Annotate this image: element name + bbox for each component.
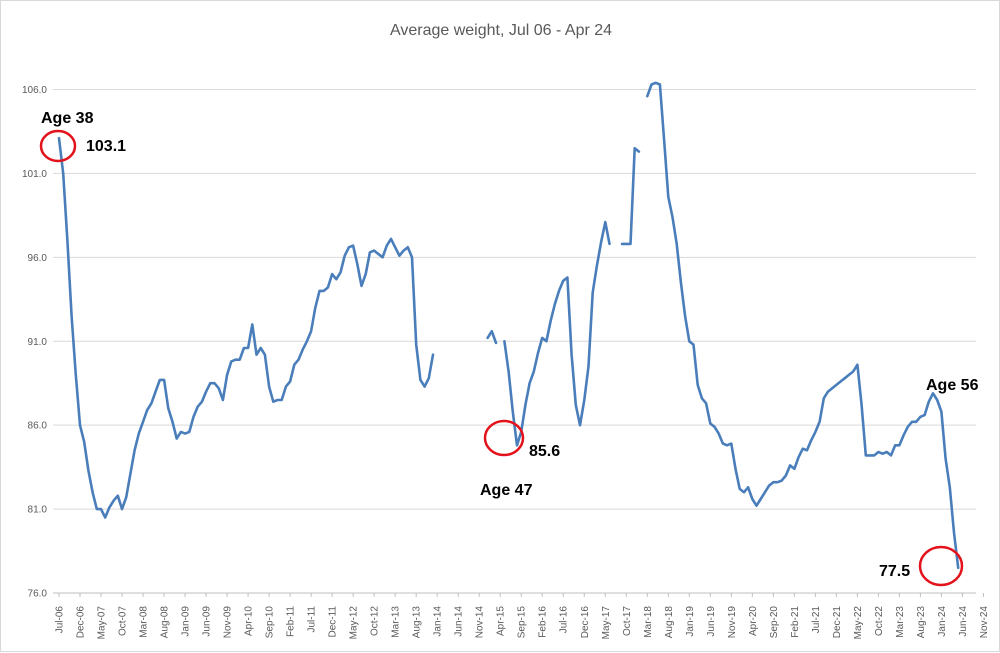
x-tick-label: Oct-17	[622, 606, 633, 636]
x-tick-label: Jan-19	[685, 606, 696, 637]
x-tick-label: Apr-20	[748, 606, 759, 636]
x-tick-label: Apr-15	[496, 606, 507, 636]
annotation-value-103: 103.1	[86, 138, 126, 155]
x-tick-label: Aug-18	[664, 606, 675, 639]
y-tick-label: 76.0	[28, 589, 48, 600]
x-tick-label: May-22	[853, 606, 864, 640]
x-tick-label: Feb-21	[790, 606, 801, 638]
x-tick-label: Aug-23	[916, 606, 927, 639]
annotation-age-47: Age 47	[480, 482, 533, 499]
x-axis: Jul-06 Dec-06 May-07 Oct-07 Mar-08 Aug-08 Jan-…	[55, 593, 990, 639]
weight-line-segment	[503, 220, 611, 447]
weight-series	[57, 81, 960, 570]
x-tick-label: Dec-16	[580, 606, 591, 639]
y-tick-label: 101.0	[22, 169, 47, 180]
x-tick-label: Mar-08	[139, 606, 150, 638]
x-tick-label: Sep-20	[769, 606, 780, 639]
weight-line-segment	[486, 329, 498, 345]
x-tick-label: May-12	[349, 606, 360, 640]
highlight-circle-age-38	[39, 129, 77, 163]
x-tick-label: Feb-11	[286, 606, 297, 637]
x-tick-label: Nov-09	[223, 606, 234, 639]
x-tick-label: Jul-06	[55, 606, 66, 634]
x-tick-label: Sep-15	[517, 606, 528, 639]
annotation-age-38: Age 38	[41, 110, 94, 127]
x-tick-label: Aug-08	[160, 606, 171, 639]
x-tick-label: Jun-14	[454, 606, 465, 637]
x-tick-label: Aug-13	[412, 606, 423, 639]
x-tick-label: Jan-09	[181, 606, 192, 637]
x-tick-label: Jun-24	[958, 606, 969, 637]
weight-line-segment	[620, 146, 641, 246]
x-tick-label: Nov-24	[979, 606, 990, 639]
weight-line-segment	[57, 136, 435, 519]
y-tick-label: 96.0	[28, 253, 48, 264]
x-tick-label: Jan-14	[433, 606, 444, 637]
x-tick-label: Apr-10	[244, 606, 255, 636]
x-tick-label: Feb-16	[538, 606, 549, 638]
x-tick-label: Mar-18	[643, 606, 654, 638]
x-tick-label: Jul-21	[811, 606, 822, 634]
x-tick-label: Jul-16	[559, 606, 570, 634]
x-tick-label: Oct-12	[370, 606, 381, 636]
x-tick-label: Jan-24	[937, 606, 948, 637]
x-tick-label: May-07	[97, 606, 108, 640]
x-tick-label: Oct-22	[874, 606, 885, 636]
y-tick-label: 91.0	[28, 337, 48, 348]
x-tick-label: Jun-19	[706, 606, 717, 637]
annotation-value-77: 77.5	[879, 563, 910, 580]
highlight-circle-age-56	[918, 545, 964, 587]
x-tick-label: Jun-09	[202, 606, 213, 637]
y-tick-label: 86.0	[28, 421, 48, 432]
highlight-circle-age-47	[483, 419, 525, 457]
weight-line-segment	[645, 81, 960, 570]
x-tick-label: Dec-06	[76, 606, 87, 639]
x-tick-label: Sep-10	[265, 606, 276, 639]
x-tick-label: May-17	[601, 606, 612, 640]
x-tick-label: Dec-11	[328, 606, 339, 638]
annotation-value-85: 85.6	[529, 443, 560, 460]
chart-title: Average weight, Jul 06 - Apr 24	[390, 22, 612, 39]
x-tick-label: Mar-23	[895, 606, 906, 638]
x-tick-label: Dec-21	[832, 606, 843, 639]
grid-layer	[53, 89, 976, 510]
x-tick-label: Mar-13	[391, 606, 402, 638]
y-tick-label: 106.0	[22, 85, 47, 96]
annotation-age-56: Age 56	[926, 377, 979, 394]
x-tick-label: Nov-14	[475, 606, 486, 639]
x-tick-label: Oct-07	[118, 606, 129, 636]
y-axis: 76.0 81.0 86.0 91.0 96.0 101.0 106.0	[22, 85, 47, 600]
y-tick-label: 81.0	[28, 505, 48, 516]
x-tick-label: Jul-11	[307, 606, 318, 633]
x-tick-label: Nov-19	[727, 606, 738, 639]
